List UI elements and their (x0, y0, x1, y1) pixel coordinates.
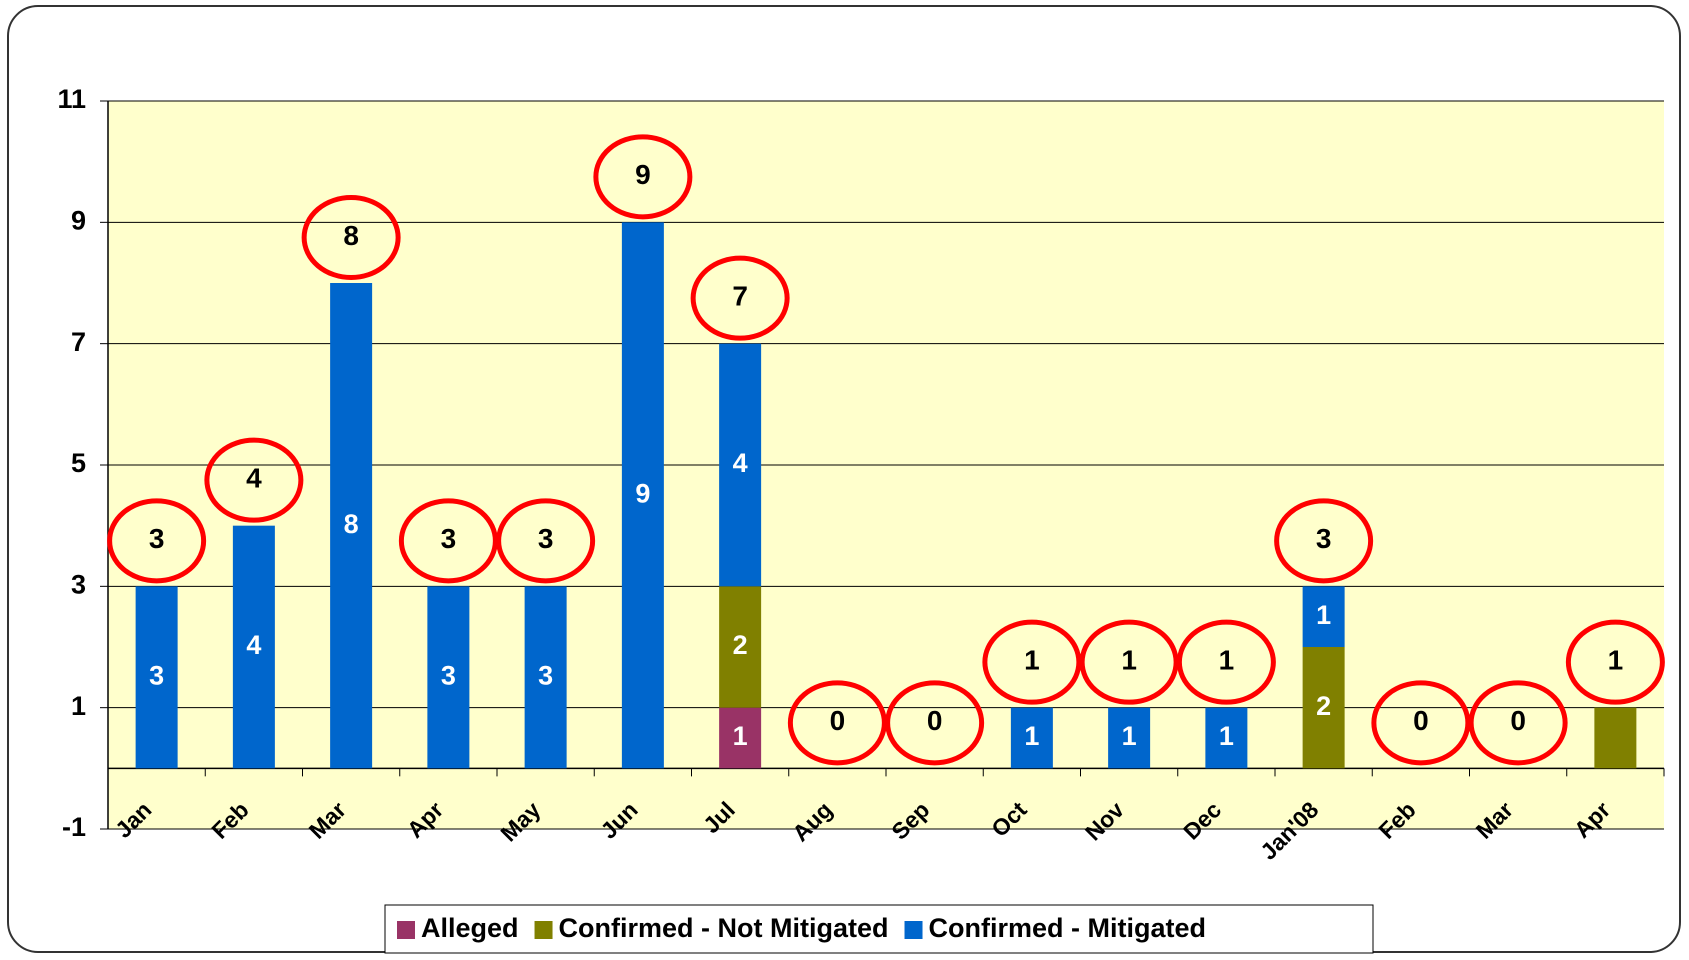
segment-label: 3 (441, 660, 456, 690)
total-circle (1274, 498, 1374, 584)
total-label: 0 (1510, 705, 1526, 736)
bar-segment (1010, 707, 1053, 769)
segment-label: 8 (344, 509, 359, 539)
bar-segment (621, 222, 664, 769)
total-label: 0 (1413, 705, 1429, 736)
total-circle (885, 680, 985, 766)
segment-label: 9 (635, 478, 650, 508)
total-label: 1 (1121, 645, 1137, 676)
legend-label: Confirmed - Not Mitigated (559, 913, 889, 943)
total-circle (1468, 680, 1568, 766)
segment-label: 2 (733, 630, 748, 660)
y-tick-label: -1 (62, 812, 86, 842)
y-tick-label: 7 (71, 327, 86, 357)
total-label: 1 (1608, 645, 1624, 676)
y-tick-label: 1 (71, 691, 86, 721)
segment-label: 1 (1024, 721, 1039, 751)
total-circle (787, 680, 887, 766)
bar-segment (719, 586, 762, 708)
total-circle (982, 619, 1082, 705)
y-tick-label: 3 (71, 569, 86, 599)
bar-segment (1302, 647, 1345, 769)
bar-segment (1205, 707, 1248, 769)
legend-swatch (904, 921, 923, 939)
bar-segment (232, 525, 275, 769)
total-label: 8 (343, 220, 359, 251)
bar-segment (427, 586, 470, 769)
legend-label: Confirmed - Mitigated (929, 913, 1207, 943)
total-circle (496, 498, 596, 584)
total-circle (690, 255, 790, 341)
total-circle (398, 498, 498, 584)
segment-label: 1 (733, 721, 748, 751)
total-label: 3 (441, 523, 457, 554)
total-circle (1565, 619, 1665, 705)
total-circle (593, 134, 693, 220)
bar-segment (719, 707, 762, 769)
bar-segment (1108, 707, 1151, 769)
legend-swatch (397, 921, 415, 939)
bar-segment (330, 283, 373, 769)
total-label: 3 (538, 523, 554, 554)
y-tick-label: 5 (71, 448, 86, 478)
bar-segment (135, 586, 178, 769)
segment-label: 2 (1316, 691, 1331, 721)
legend-label: Alleged (421, 913, 519, 943)
total-circle (1371, 680, 1471, 766)
segment-label: 4 (733, 448, 748, 478)
total-circle (1176, 619, 1276, 705)
segment-label: 1 (1316, 600, 1331, 630)
y-tick-label: 11 (57, 84, 86, 114)
total-label: 3 (149, 523, 165, 554)
segment-label: 3 (538, 660, 553, 690)
segment-label: 4 (246, 630, 261, 660)
segment-label: 1 (1219, 721, 1234, 751)
total-circle (301, 195, 401, 280)
total-label: 1 (1219, 645, 1235, 676)
y-tick-label: 9 (71, 205, 86, 235)
segment-label: 1 (1122, 721, 1137, 751)
total-circle (204, 437, 304, 523)
segment-label: 3 (149, 660, 164, 690)
total-label: 0 (927, 705, 943, 736)
bar-segment (719, 343, 762, 587)
total-label: 1 (1024, 645, 1040, 676)
bar-segment (1594, 707, 1637, 769)
total-label: 7 (732, 281, 748, 312)
total-label: 9 (635, 159, 651, 190)
total-circle (1079, 619, 1179, 705)
total-label: 0 (830, 705, 846, 736)
legend-swatch (534, 921, 553, 939)
total-label: 4 (246, 463, 262, 494)
bar-segment (524, 586, 567, 769)
total-label: 3 (1316, 523, 1332, 554)
total-circle (107, 498, 207, 584)
bar-segment (1302, 586, 1345, 647)
